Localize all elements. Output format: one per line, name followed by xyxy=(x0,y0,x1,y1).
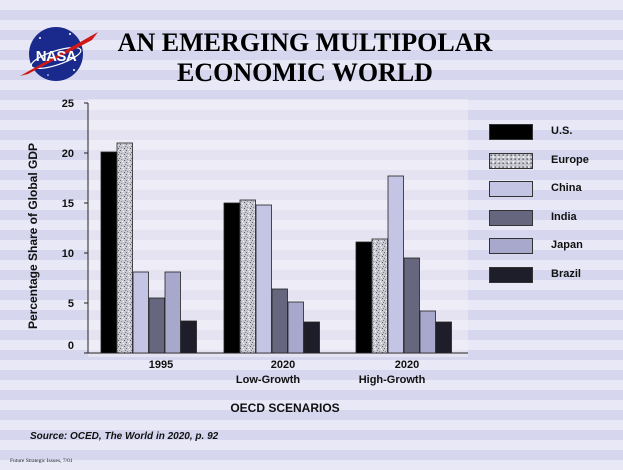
y-tick-label: 25 xyxy=(62,98,74,110)
y-tick-label: 0 xyxy=(68,340,74,352)
y-axis-label: Percentage Share of Global GDP xyxy=(26,143,40,329)
bar-india-1 xyxy=(148,297,165,354)
x-category-label: 2020 xyxy=(271,359,295,371)
legend-label: Japan xyxy=(551,239,583,251)
bar-japan-2 xyxy=(287,301,304,354)
bar-china-2 xyxy=(255,204,272,354)
bar-brazil-2 xyxy=(303,321,320,354)
x-category-sublabel: Low-Growth xyxy=(236,374,300,386)
bar-europe-2 xyxy=(239,199,256,354)
bar-brazil-3 xyxy=(435,321,452,354)
legend-swatch-brazil xyxy=(489,266,533,283)
bar-japan-1 xyxy=(164,271,181,354)
y-tick-label: 5 xyxy=(68,298,74,310)
legend-swatch-japan xyxy=(489,238,533,254)
slide-title: AN EMERGING MULTIPOLAR ECONOMIC WORLD xyxy=(95,28,515,88)
nasa-logo-icon: NASA xyxy=(20,27,98,81)
bar-china-1 xyxy=(132,271,149,354)
y-tick-label: 20 xyxy=(62,148,74,160)
bar-us-3 xyxy=(355,241,372,354)
bar-china-3 xyxy=(387,175,404,354)
y-tick-label: 15 xyxy=(62,198,74,210)
legend-swatch-us xyxy=(489,124,533,140)
title-line-2: ECONOMIC WORLD xyxy=(177,58,433,87)
footer-note: Future Strategic Issues, 7/01 xyxy=(10,458,73,464)
legend-label: Europe xyxy=(551,153,589,166)
y-tick-label: 10 xyxy=(62,248,74,260)
source-note: Source: OCED, The World in 2020, p. 92 xyxy=(30,431,219,442)
bar-japan-3 xyxy=(419,310,436,354)
title-line-1: AN EMERGING MULTIPOLAR xyxy=(117,28,493,57)
logo-text: NASA xyxy=(36,48,77,65)
bar-europe-1 xyxy=(116,142,133,354)
x-category-sublabel: High-Growth xyxy=(359,374,426,386)
bar-us-1 xyxy=(100,151,117,354)
legend-swatch-china xyxy=(489,181,533,197)
legend-swatch-europe xyxy=(489,152,533,169)
bar-europe-3 xyxy=(371,238,388,354)
bar-us-2 xyxy=(223,202,240,354)
x-axis-title: OECD SCENARIOS xyxy=(230,401,340,415)
bar-brazil-1 xyxy=(180,320,197,354)
x-category-label: 2020 xyxy=(395,359,419,371)
legend-swatch-india xyxy=(489,209,533,226)
legend-label: Brazil xyxy=(551,267,581,280)
x-category-label: 1995 xyxy=(149,359,173,371)
bar-india-3 xyxy=(403,257,420,354)
legend-label: India xyxy=(551,210,577,223)
legend-label: U.S. xyxy=(551,125,573,137)
bar-india-2 xyxy=(271,288,288,354)
legend-label: China xyxy=(551,182,582,194)
